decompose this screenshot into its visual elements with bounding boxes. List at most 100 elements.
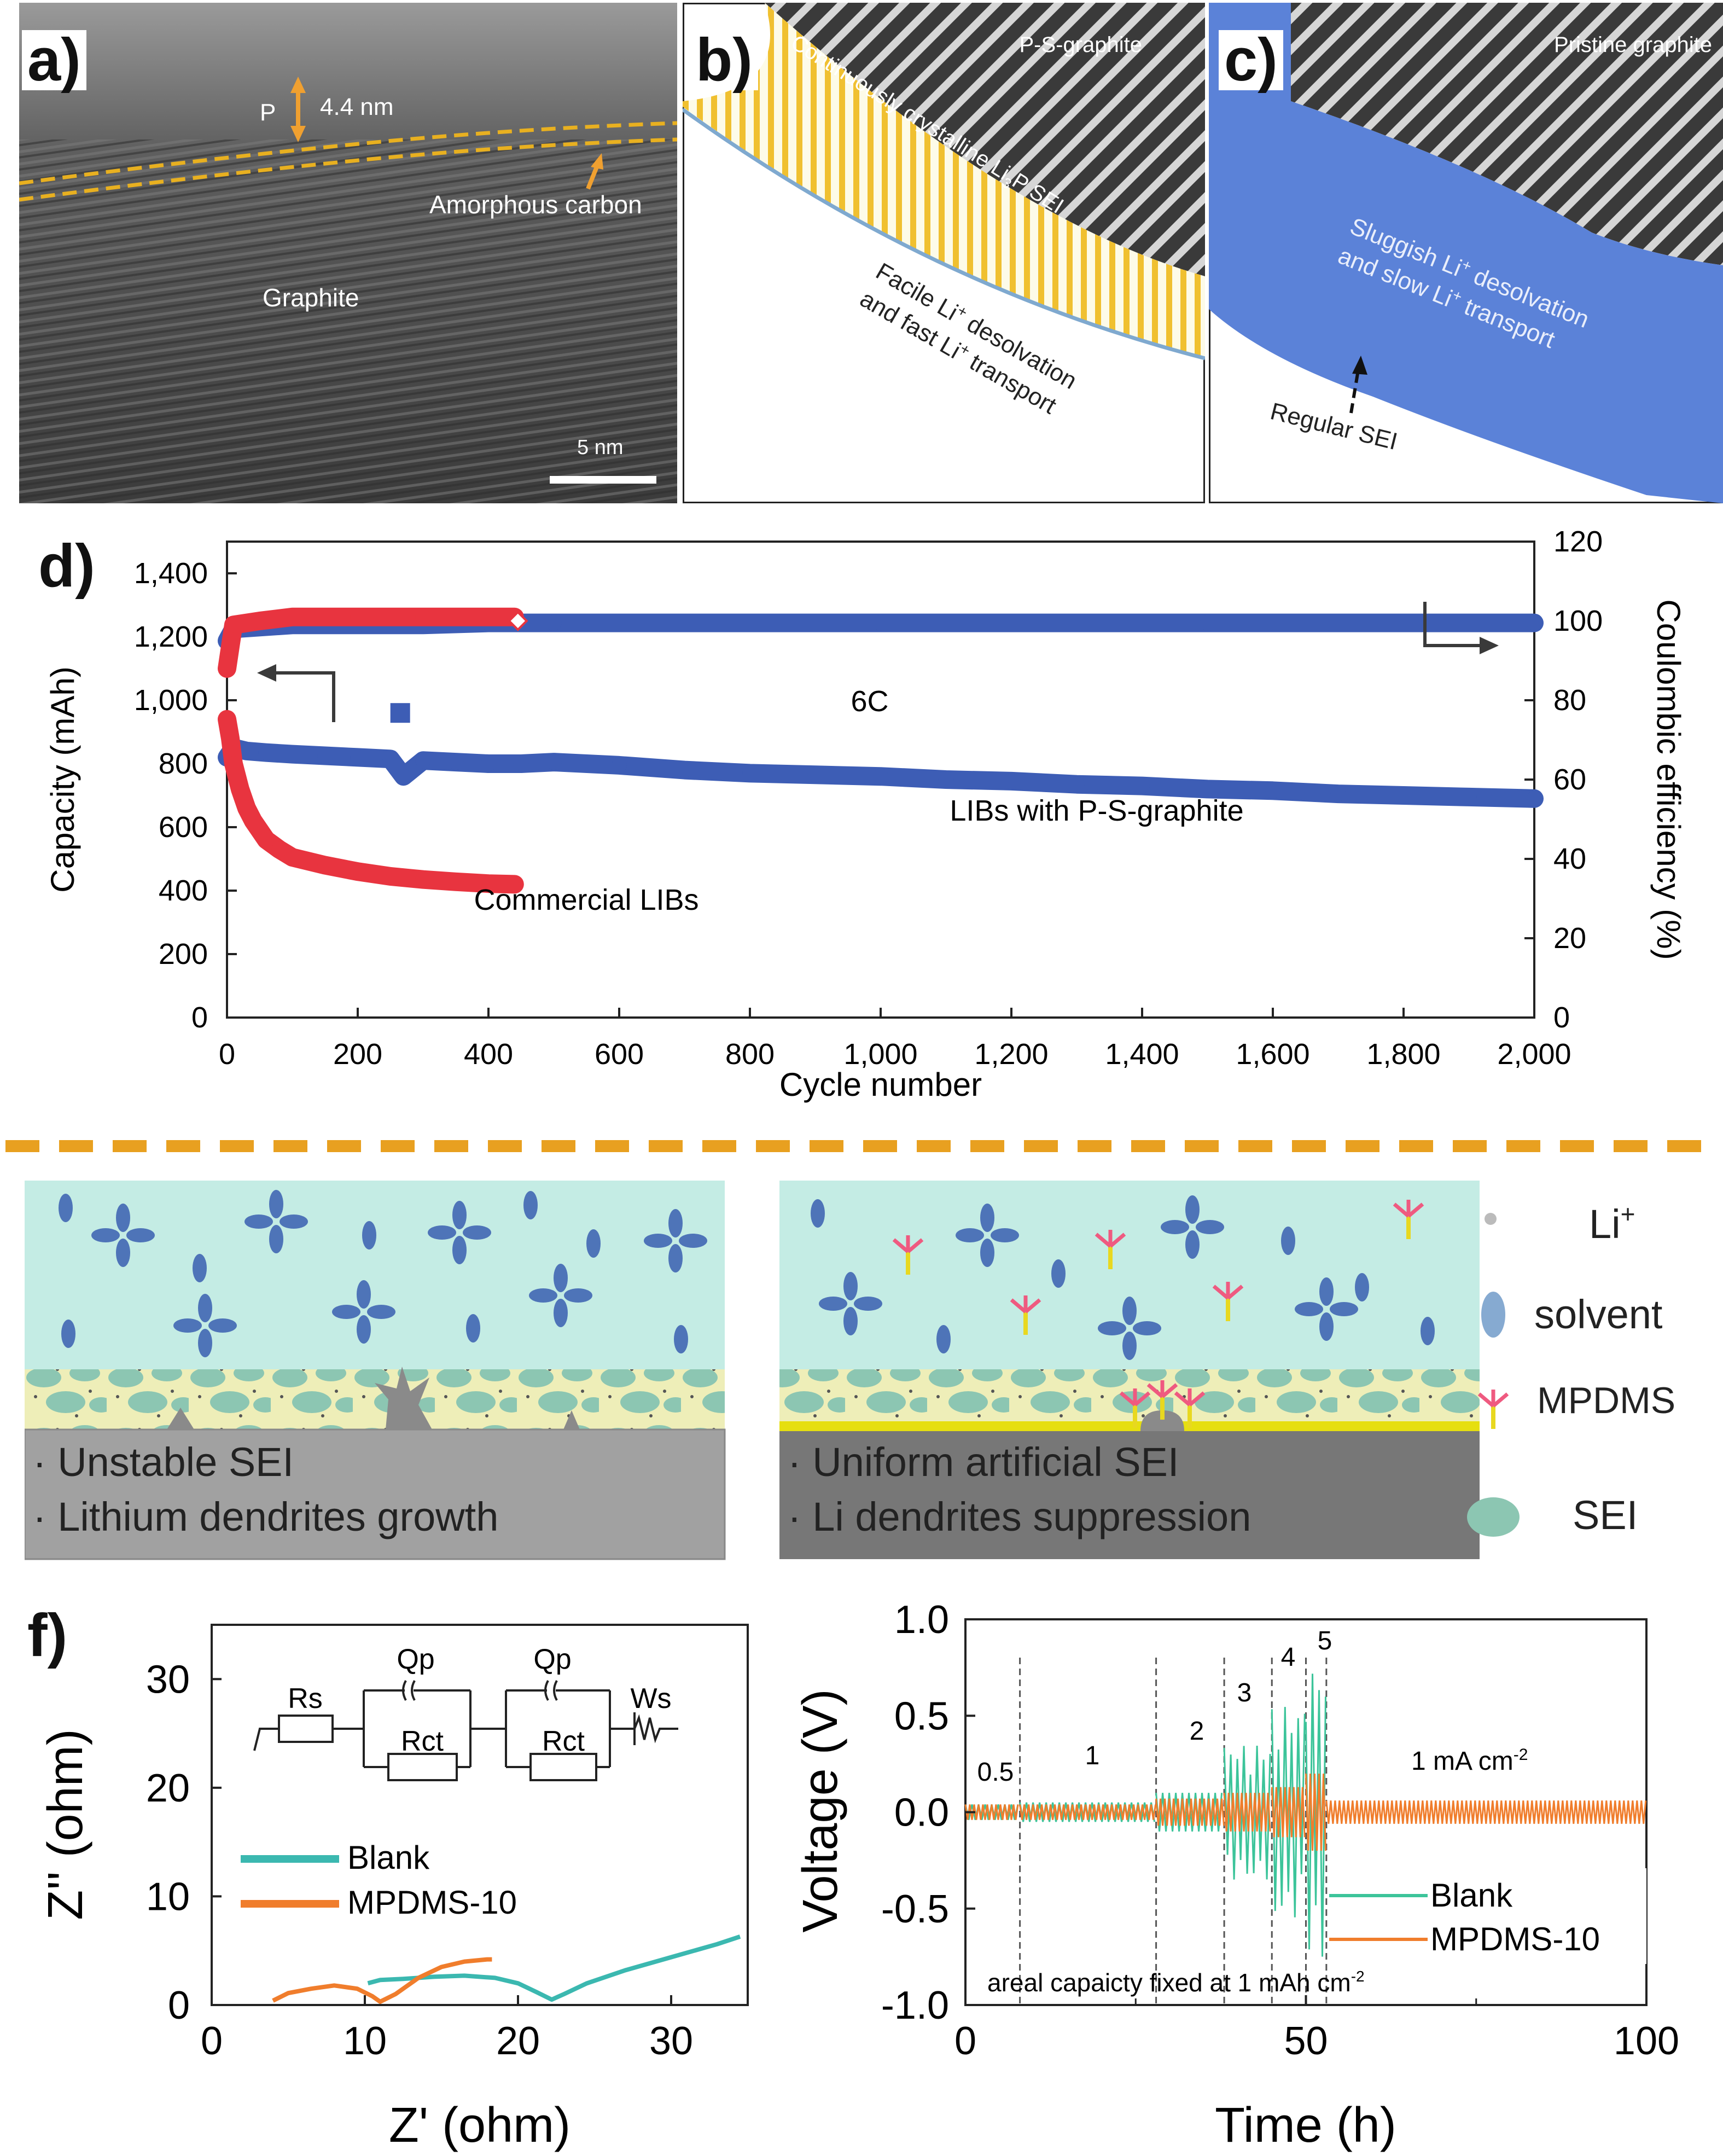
v-y-tick-label: 0.5	[894, 1694, 949, 1738]
data-point	[219, 711, 235, 727]
eis-x-label: Z' (ohm)	[389, 2098, 571, 2153]
data-point	[481, 756, 496, 771]
data-point	[513, 756, 529, 771]
legend-solvent: solvent	[1534, 1292, 1663, 1337]
data-point	[284, 609, 300, 625]
y-left-tick-label: 200	[159, 938, 208, 971]
eis-frame	[211, 1624, 749, 2006]
x-tick-label: 200	[333, 1038, 382, 1071]
v-y-tick-label: -1.0	[881, 1984, 949, 2027]
panel-label-f: f)	[27, 1602, 68, 1669]
voltage-series-1-seg-3	[1223, 1793, 1271, 1832]
segment-label-5: 5	[1318, 1626, 1332, 1655]
x-tick-label: 1,600	[1236, 1038, 1309, 1071]
panel-e-schematic: · Unstable SEI · Lithium dendrites growt…	[25, 1181, 1675, 1560]
segment-label-4: 4	[1281, 1643, 1296, 1672]
x-axis-label: Cycle number	[779, 1066, 982, 1103]
data-point	[382, 868, 398, 884]
left-axis-arrow	[263, 671, 335, 722]
data-point	[258, 745, 274, 760]
sei-icon	[1467, 1497, 1520, 1537]
data-point	[1200, 615, 1215, 631]
data-point	[677, 762, 692, 778]
right-text-1: · Uniform artificial SEI	[788, 1439, 1179, 1485]
scale-bar	[550, 476, 656, 484]
y-right-tick-label: 120	[1553, 525, 1603, 558]
voltage-series-1-seg-5	[1305, 1773, 1326, 1851]
data-point	[415, 871, 431, 887]
legend-mpdms10: MPDMS-10	[347, 1884, 517, 1921]
panel-f-voltage-chart: 0 50 100 1.0 0.5 0.0 -0.5 -1.0 0.5 1 2 3 4 5 1 …	[793, 1598, 1679, 2153]
y-right-tick-label: 20	[1553, 922, 1586, 955]
data-point	[238, 743, 254, 759]
data-point	[873, 769, 888, 784]
segment-label-1: 1	[1085, 1741, 1100, 1770]
circuit-qp2: Qp	[533, 1643, 571, 1675]
panel-label-c: c)	[1219, 30, 1283, 90]
eis-y-tick-label: 20	[146, 1766, 190, 1810]
voltage-series-1-seg-0	[964, 1804, 1019, 1820]
data-point	[225, 617, 241, 633]
eis-y-tick-label: 30	[146, 1658, 190, 1701]
circuit-qp1: Qp	[397, 1643, 434, 1675]
series-band-3	[218, 607, 524, 678]
x-tick-label: 1,200	[974, 1038, 1048, 1071]
eis-y-tick-label: 0	[168, 1984, 190, 2027]
data-point	[448, 874, 464, 890]
voltage-series-1-seg-1	[1019, 1804, 1157, 1820]
data-point	[382, 751, 398, 767]
legend-mpdms: MPDMS	[1537, 1380, 1675, 1421]
v-y-tick-label: 1.0	[894, 1598, 949, 1642]
data-point	[1330, 786, 1346, 802]
solvent-icon	[1481, 1292, 1505, 1338]
panel-c-schematic: Pristine graphite Sluggish Li+ desolvati…	[1209, 3, 1723, 503]
material-label-ps: P-S-graphite	[1019, 33, 1142, 57]
y-left-tick-label: 400	[159, 874, 208, 907]
right-text-2: · Li dendrites suppression	[788, 1494, 1251, 1539]
circuit-rs: Rs	[288, 1683, 323, 1715]
y-left-axis-label: Capacity (mAh)	[44, 666, 81, 892]
eis-y-label: Z'' (ohm)	[38, 1729, 93, 1920]
data-point	[1396, 788, 1411, 803]
data-point	[1134, 778, 1150, 794]
ce-end-marker	[507, 611, 528, 631]
left-text-2: · Lithium dendrites growth	[33, 1494, 498, 1539]
voltage-series-1-seg-4	[1271, 1787, 1306, 1838]
voltage-x-label: Time (h)	[1215, 2098, 1396, 2153]
data-point	[245, 813, 261, 829]
equivalent-circuit	[253, 1680, 678, 1781]
y-right-tick-label: 40	[1553, 842, 1586, 875]
y-left-tick-label: 800	[159, 747, 208, 780]
x-tick-label: 0	[219, 1038, 235, 1071]
scale-bar-label: 5 nm	[577, 436, 623, 459]
data-point	[742, 765, 758, 781]
data-point	[1461, 789, 1477, 805]
data-point	[350, 749, 365, 765]
section-divider	[5, 1140, 1718, 1152]
x-tick-label: 1,400	[1105, 1038, 1179, 1071]
panel-label-d: d)	[33, 536, 101, 596]
legend-blank: Blank	[347, 1839, 430, 1876]
data-point	[1004, 773, 1019, 789]
areal-capacity-note: areal capaicty fixed at 1 mAh cm-2	[987, 1968, 1365, 1997]
segment-label-1ma: 1 mA cm-2	[1411, 1746, 1528, 1776]
data-point	[222, 730, 238, 746]
data-point	[395, 769, 411, 784]
circuit-rct1: Rct	[401, 1725, 444, 1757]
voltage-y-label: Voltage (V)	[793, 1689, 848, 1932]
data-point	[258, 832, 274, 848]
data-point	[546, 754, 562, 770]
y-left-tick-label: 1,400	[134, 557, 208, 590]
thickness-label: 4.4 nm	[320, 94, 394, 120]
data-point	[448, 754, 464, 770]
data-point	[546, 615, 562, 631]
eis-x-tick-label: 30	[649, 2019, 693, 2063]
series-label-ps: LIBs with P-S-graphite	[950, 794, 1243, 827]
segment-label-2: 2	[1190, 1717, 1204, 1746]
outlier-marker	[390, 703, 410, 723]
voltage-series-1-seg-6	[1325, 1800, 1647, 1824]
segment-label-0: 0.5	[977, 1758, 1014, 1787]
y-left-tick-label: 1,200	[134, 620, 208, 653]
data-point	[225, 756, 241, 771]
y-right-tick-label: 80	[1553, 684, 1586, 717]
